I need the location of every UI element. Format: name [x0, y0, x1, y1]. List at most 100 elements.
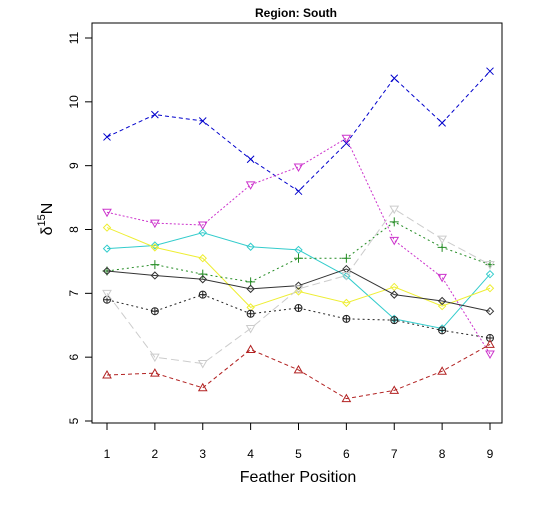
series-line	[106, 232, 491, 329]
data-point	[245, 181, 256, 190]
y-axis-label: δ15N	[36, 203, 56, 236]
data-point	[390, 74, 399, 83]
y-tick-label: 9	[67, 162, 81, 169]
x-axis-label: Feather Position	[240, 469, 357, 486]
x-tick-label: 9	[487, 447, 494, 461]
data-point	[198, 275, 207, 284]
y-axis: 5 6 7 8 9 10 11	[67, 31, 93, 424]
series-1	[103, 67, 494, 196]
data-point	[102, 289, 112, 299]
data-point	[389, 236, 400, 246]
series-4	[102, 223, 495, 312]
data-point	[485, 269, 495, 279]
data-point	[150, 353, 160, 363]
y-axis-label-element: N	[39, 203, 56, 215]
data-point	[342, 139, 351, 148]
data-point	[102, 370, 112, 379]
data-point	[485, 261, 495, 270]
data-point	[485, 284, 495, 293]
x-tick-label: 1	[104, 447, 111, 461]
x-tick-label: 2	[152, 447, 159, 461]
plot-area	[91, 22, 503, 424]
series-5	[102, 217, 495, 287]
data-point	[150, 260, 160, 270]
data-point-cross	[438, 326, 446, 334]
data-point	[150, 243, 160, 252]
data-point	[437, 301, 447, 311]
data-point	[390, 290, 399, 299]
x-tick-label: 8	[439, 447, 446, 461]
data-point	[485, 339, 495, 348]
y-tick-label: 11	[67, 31, 81, 44]
data-point	[341, 271, 352, 281]
data-point-cross	[295, 304, 302, 312]
data-point	[150, 368, 160, 377]
data-point	[294, 253, 303, 263]
data-point	[389, 217, 399, 227]
data-point	[198, 254, 207, 263]
data-point	[341, 253, 351, 263]
y-axis-label-base: δ	[39, 226, 56, 235]
x-tick-label: 5	[295, 447, 302, 461]
data-point	[437, 235, 447, 245]
data-point	[245, 344, 256, 354]
x-axis: 1 2 3 4 5 6 7 8 9	[104, 422, 494, 461]
data-point	[294, 281, 303, 290]
data-point-cross	[342, 315, 350, 323]
data-point	[150, 219, 160, 229]
series-line	[106, 137, 491, 355]
data-point	[293, 163, 304, 172]
data-point	[437, 273, 447, 283]
data-point	[246, 155, 255, 164]
data-point	[150, 271, 160, 280]
data-point	[294, 245, 303, 255]
data-point	[485, 306, 495, 316]
data-point	[246, 284, 255, 294]
x-tick-label: 6	[343, 447, 350, 461]
series-line	[106, 221, 491, 283]
data-point	[486, 67, 494, 76]
data-point-cross	[390, 316, 398, 324]
data-point	[294, 187, 303, 196]
data-point	[485, 350, 495, 359]
data-point-cross	[151, 307, 159, 315]
data-point	[437, 242, 447, 252]
data-point	[197, 360, 208, 369]
data-point	[341, 393, 352, 403]
y-tick-label: 5	[67, 417, 81, 424]
data-point	[437, 366, 447, 375]
data-point-cross	[247, 310, 255, 318]
data-point	[389, 205, 400, 215]
y-tick-label: 6	[67, 354, 81, 361]
data-point	[246, 242, 255, 251]
x-tick-label: 3	[199, 447, 206, 461]
series-8	[102, 205, 495, 369]
data-point	[102, 208, 112, 218]
data-point	[197, 382, 208, 392]
data-point	[342, 298, 351, 308]
data-point-cross	[199, 291, 207, 299]
data-point	[438, 119, 446, 127]
data-point	[198, 117, 207, 125]
data-point	[293, 364, 304, 374]
series-3	[102, 228, 495, 333]
series-2	[102, 134, 495, 359]
data-point	[102, 244, 112, 253]
data-point	[102, 223, 112, 232]
data-point	[103, 133, 111, 141]
series-line	[106, 227, 491, 308]
data-point	[151, 110, 159, 119]
y-axis-label-superscript: 15	[36, 214, 48, 226]
series-9	[102, 339, 495, 403]
data-point	[341, 134, 352, 144]
series-7	[103, 290, 494, 343]
series-line	[106, 343, 491, 400]
chart-title: Region: South	[255, 6, 337, 20]
data-point	[197, 221, 208, 231]
x-tick-label: 4	[247, 447, 254, 461]
data-point	[389, 385, 400, 394]
data-point	[150, 241, 160, 250]
series-line	[106, 70, 491, 192]
y-tick-label: 8	[67, 226, 81, 233]
